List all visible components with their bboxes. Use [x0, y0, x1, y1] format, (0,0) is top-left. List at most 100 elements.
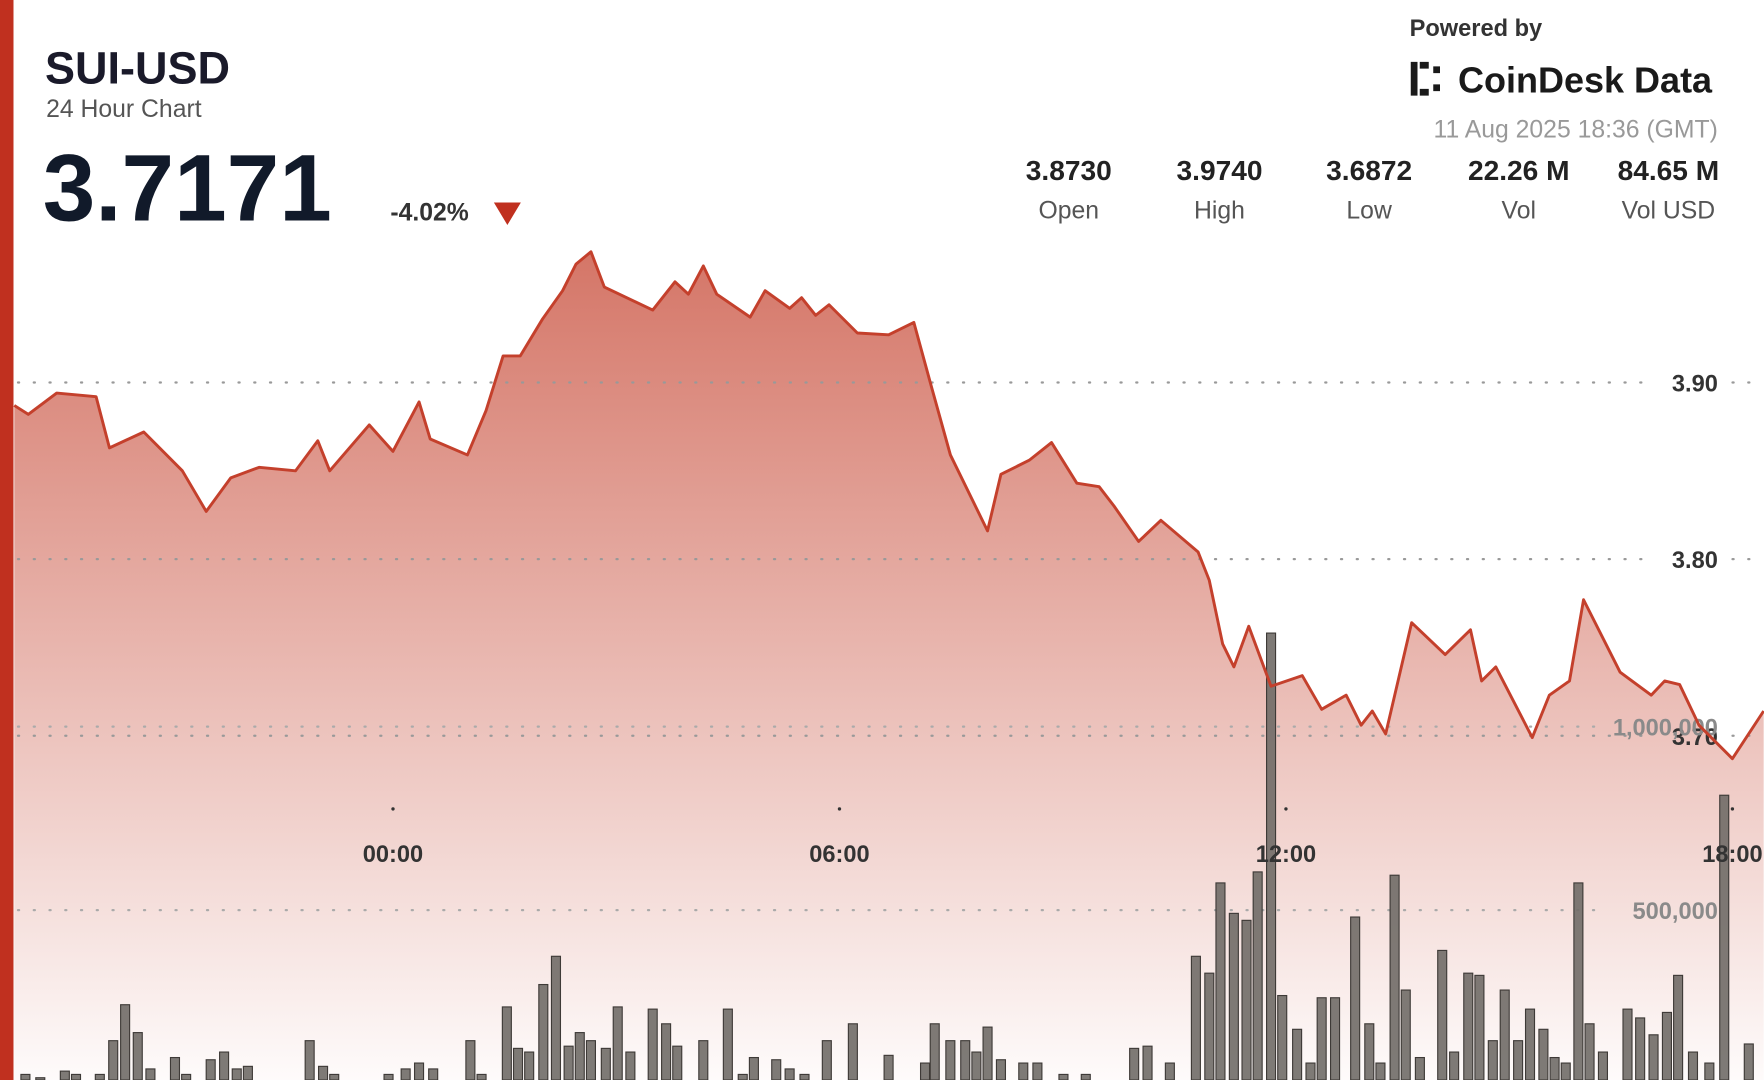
volume-bar — [995, 1059, 1007, 1080]
volume-bar — [1573, 882, 1584, 1080]
volume-bar — [1648, 1034, 1659, 1080]
volume-bar — [550, 955, 562, 1080]
volume-bar — [574, 1032, 585, 1080]
volume-bar — [1673, 974, 1684, 1080]
volume-bar — [231, 1068, 242, 1080]
volume-bar — [661, 1023, 672, 1080]
volume-bar — [1142, 1045, 1153, 1080]
volume-bar — [1350, 916, 1361, 1080]
volume-bar — [1252, 871, 1263, 1080]
stat-label: Vol — [1502, 197, 1536, 224]
volume-bar — [625, 1051, 636, 1080]
volume-bar — [132, 1032, 143, 1080]
stat-value: 3.9740 — [1177, 155, 1263, 186]
volume-bar — [108, 1040, 119, 1080]
volume-bar — [1513, 1040, 1524, 1080]
accent-bar — [0, 0, 14, 1080]
volume-bar — [35, 1077, 46, 1080]
volume-bar — [1204, 972, 1215, 1080]
volume-tick-label: 500,000 — [1633, 899, 1718, 925]
volume-bar — [1584, 1023, 1595, 1080]
stat-label: High — [1194, 197, 1245, 224]
volume-bar — [120, 1004, 131, 1080]
stat-label: Low — [1346, 197, 1392, 224]
volume-bar — [329, 1073, 340, 1080]
volume-bar — [400, 1068, 411, 1080]
chart-title: SUI-USD — [45, 42, 230, 93]
x-tick-mark — [1730, 807, 1735, 811]
volume-bar — [501, 1006, 512, 1080]
x-tick-label: 12:00 — [1256, 842, 1316, 868]
volume-bar — [1329, 997, 1341, 1080]
volume-bar — [748, 1056, 759, 1080]
volume-bar — [1687, 1051, 1699, 1080]
volume-bar — [1437, 949, 1448, 1080]
stat-value: 3.6872 — [1326, 155, 1412, 186]
volume-bar — [219, 1051, 230, 1080]
volume-bar — [413, 1062, 425, 1080]
volume-bar — [1364, 1023, 1375, 1080]
volume-bar — [476, 1073, 487, 1080]
x-tick-mark — [837, 807, 842, 811]
volume-bar — [883, 1054, 894, 1080]
volume-bar — [1474, 974, 1485, 1080]
volume-bar — [383, 1073, 394, 1080]
volume-bar — [1560, 1062, 1571, 1080]
volume-bar — [242, 1065, 253, 1080]
volume-bar — [722, 1008, 733, 1080]
volume-bar — [304, 1040, 315, 1080]
stat-value: 84.65 M — [1618, 155, 1720, 186]
volume-bar — [1058, 1073, 1069, 1080]
volume-bar — [698, 1040, 709, 1080]
volume-bar — [771, 1059, 782, 1080]
price-area — [14, 251, 1764, 1080]
volume-bar — [169, 1056, 181, 1080]
volume-bar — [672, 1045, 683, 1080]
stat-label: Vol USD — [1622, 197, 1716, 224]
brand-logo — [1410, 61, 1440, 96]
volume-bar — [1228, 912, 1239, 1080]
volume-bar — [647, 1008, 658, 1080]
brand-name: CoinDesk Data — [1458, 59, 1713, 100]
volume-bar — [1743, 1043, 1754, 1080]
volume-bar — [1190, 955, 1201, 1080]
volume-bar — [1622, 1008, 1633, 1080]
volume-bar — [585, 1040, 597, 1080]
volume-bar — [538, 983, 549, 1080]
volume-bar — [847, 1023, 858, 1080]
volume-bar — [465, 1040, 476, 1080]
volume-bar — [524, 1051, 535, 1080]
volume-bar — [59, 1070, 70, 1080]
volume-bar — [1018, 1062, 1029, 1080]
volume-bar — [1292, 1028, 1303, 1080]
volume-bar — [1164, 1062, 1175, 1080]
volume-bar — [1316, 997, 1327, 1080]
volume-bar — [20, 1073, 31, 1080]
stat-value: 22.26 M — [1468, 155, 1570, 186]
volume-bar — [1080, 1073, 1091, 1080]
chart-subtitle: 24 Hour Chart — [46, 96, 202, 123]
volume-bar — [1499, 989, 1510, 1080]
volume-bar — [982, 1026, 993, 1080]
volume-bar — [821, 1040, 832, 1080]
volume-bar — [1305, 1062, 1316, 1080]
volume-bar — [1389, 874, 1400, 1080]
stat-label: Open — [1038, 197, 1099, 224]
volume-bar — [428, 1068, 439, 1080]
price: 3.7171 — [43, 136, 332, 242]
x-tick-label: 18:00 — [1702, 842, 1762, 868]
price-line — [13, 250, 1764, 761]
x-tick-mark — [391, 807, 395, 811]
volume-bar — [1549, 1056, 1560, 1080]
volume-bar — [205, 1059, 216, 1080]
volume-bar — [784, 1068, 795, 1080]
volume-bar — [1487, 1040, 1498, 1080]
volume-bar — [1129, 1047, 1140, 1080]
volume-bar — [971, 1051, 982, 1080]
volume-bar — [1241, 919, 1252, 1080]
stats: 3.8730 Open 3.9740 High 3.6872 Low 22.26 M Vol 8… — [1026, 155, 1719, 224]
volume-bar — [799, 1073, 810, 1080]
volume-bar — [612, 1006, 623, 1080]
stat-value: 3.8730 — [1026, 155, 1112, 186]
volume-bar — [1215, 882, 1226, 1080]
